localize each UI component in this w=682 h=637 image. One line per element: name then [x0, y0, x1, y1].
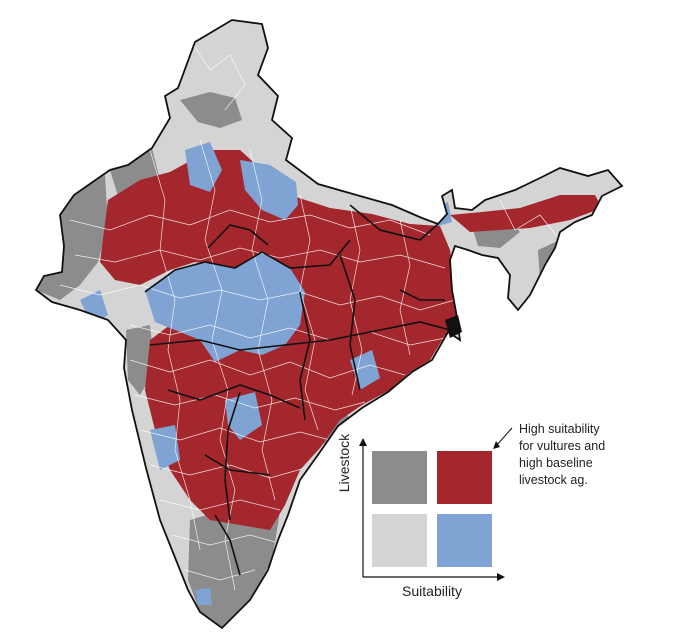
- blue-region-uttarakhand: [240, 160, 298, 220]
- blue-region-north-punjab: [185, 142, 222, 192]
- blue-region-rajasthan-west: [80, 290, 108, 325]
- red-region-northwest-patch: [122, 230, 162, 272]
- legend-x-axis-arrowhead: [497, 573, 505, 581]
- legend-cell-dark-gray: [372, 451, 427, 504]
- annotation-line-4: livestock ag.: [519, 473, 588, 487]
- annotation-arrow: [495, 427, 513, 447]
- dark-gray-region-himalaya: [180, 92, 242, 128]
- dark-gray-region-gujarat: [36, 175, 108, 300]
- annotation-line-1: High suitability: [519, 422, 600, 436]
- blue-region-deccan-east: [225, 392, 262, 440]
- annotation-arrowhead: [493, 441, 500, 449]
- district-borders: [59, 39, 561, 591]
- black-patch: [445, 315, 462, 338]
- legend: [359, 427, 513, 581]
- red-region-northeast-strip: [450, 195, 602, 232]
- legend-cell-light-gray: [372, 514, 427, 567]
- annotation-line-3: high baseline: [519, 456, 593, 470]
- blue-region-south-tip: [195, 588, 212, 605]
- legend-y-axis-label: Livestock: [336, 433, 352, 493]
- legend-annotation: High suitability for vultures and high b…: [519, 421, 679, 489]
- blue-region-deccan-west: [150, 425, 180, 470]
- annotation-line-2: for vultures and: [519, 439, 606, 453]
- legend-cell-blue: [437, 514, 492, 567]
- state-borders: [144, 204, 451, 576]
- legend-x-axis-label: Suitability: [402, 583, 462, 599]
- legend-y-axis-arrowhead: [359, 438, 367, 446]
- legend-cell-red: [437, 451, 492, 504]
